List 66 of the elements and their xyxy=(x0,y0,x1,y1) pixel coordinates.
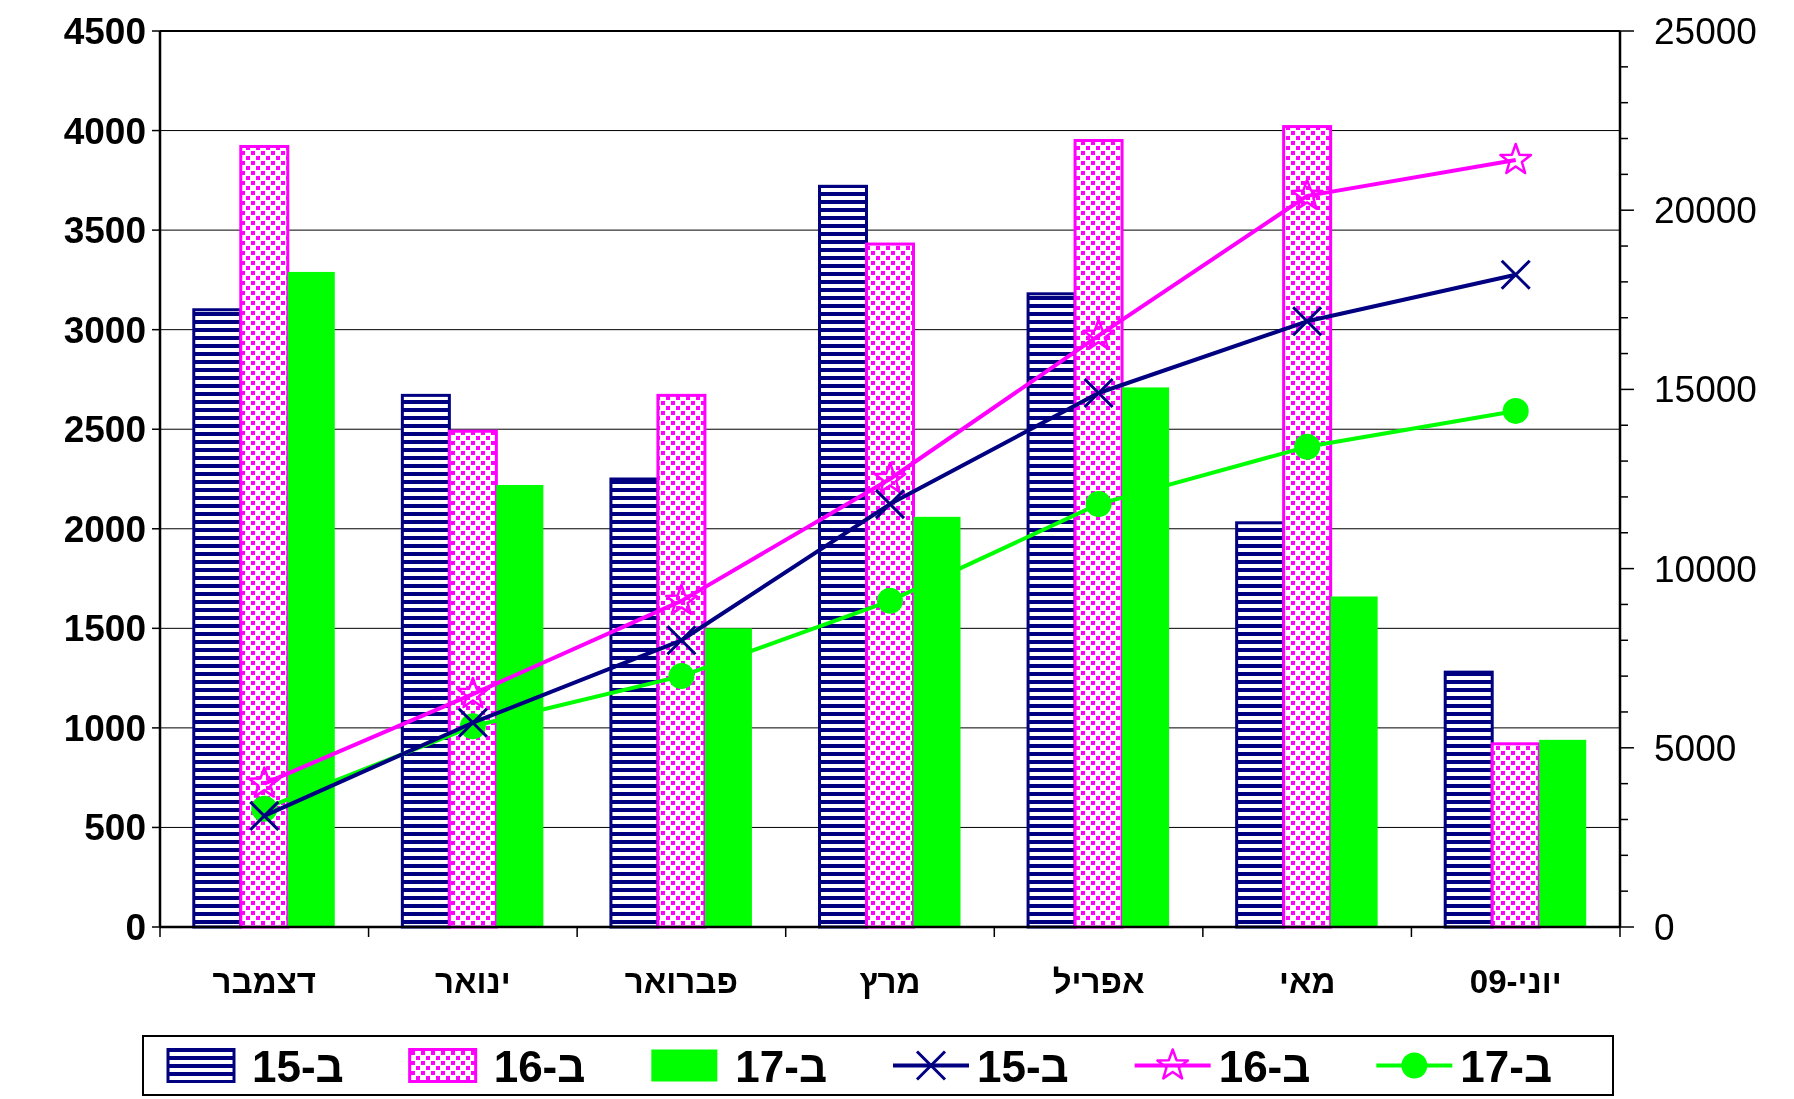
bar xyxy=(239,144,290,929)
y2-tick-label: 15000 xyxy=(1654,369,1757,411)
y-tick-label: 0 xyxy=(125,907,146,948)
point xyxy=(456,676,490,709)
y-tick-label: 1500 xyxy=(63,608,146,650)
x-tick-label: פברואר xyxy=(624,963,738,1000)
y-tick-label: 2000 xyxy=(63,508,146,550)
y-tick-label: 1000 xyxy=(63,707,146,749)
x-tick-label: יוני-09 xyxy=(1469,963,1562,1000)
bar xyxy=(1282,125,1333,929)
y-tick-label: 3000 xyxy=(63,309,146,351)
bar xyxy=(1026,292,1077,929)
bar xyxy=(1490,742,1541,929)
point xyxy=(1085,491,1112,518)
bar xyxy=(865,242,915,929)
y-tick-label: 4000 xyxy=(63,110,146,152)
bar xyxy=(400,393,451,929)
bar xyxy=(1539,739,1587,927)
point xyxy=(664,583,698,616)
y2-tick-label: 20000 xyxy=(1654,190,1757,232)
bar xyxy=(496,484,544,927)
bar xyxy=(1330,596,1378,927)
bar xyxy=(818,184,868,929)
bar xyxy=(656,393,707,929)
point xyxy=(457,707,489,739)
point xyxy=(247,766,281,798)
legend-label: ב-16 xyxy=(493,1041,586,1091)
y-tick-label: 3500 xyxy=(63,210,146,252)
y2-tick-label: 10000 xyxy=(1654,548,1757,590)
y2-tick-label: 25000 xyxy=(1654,11,1757,52)
point xyxy=(1291,305,1323,337)
legend-label: ב-17 xyxy=(1460,1041,1553,1091)
x-tick-label: אפריל xyxy=(1052,963,1145,1000)
x-tick-label: מרץ xyxy=(859,963,921,1000)
legend-label: ב-15 xyxy=(977,1041,1069,1091)
y2-tick-label: 5000 xyxy=(1654,727,1737,769)
point xyxy=(1294,433,1321,460)
point xyxy=(1499,142,1533,175)
point xyxy=(665,624,697,656)
bar xyxy=(1443,670,1494,929)
point xyxy=(1290,178,1324,211)
point xyxy=(874,488,906,520)
y-tick-label: 500 xyxy=(84,807,146,849)
bar xyxy=(704,628,752,927)
bar xyxy=(447,429,498,929)
point xyxy=(873,461,907,494)
bar xyxy=(913,516,961,927)
x-tick-label: דצמבר xyxy=(212,963,316,1000)
bar xyxy=(1073,139,1124,929)
x-tick-label: ינואר xyxy=(435,963,511,1000)
bar xyxy=(287,271,335,927)
point xyxy=(1502,397,1529,424)
y2-tick-label: 0 xyxy=(1654,907,1675,948)
point xyxy=(1083,377,1115,409)
x-tick-label: מאי xyxy=(1278,963,1336,1000)
point xyxy=(1500,259,1532,291)
bar xyxy=(1122,387,1170,927)
point xyxy=(668,663,695,690)
y-tick-label: 4500 xyxy=(63,11,146,52)
point xyxy=(1082,318,1116,350)
point xyxy=(877,587,903,614)
legend-label: ב-16 xyxy=(1218,1041,1311,1091)
y-tick-label: 2500 xyxy=(63,409,146,451)
legend-label: ב-15 xyxy=(252,1041,344,1091)
legend-label: ב-17 xyxy=(735,1041,828,1091)
point xyxy=(248,800,280,832)
